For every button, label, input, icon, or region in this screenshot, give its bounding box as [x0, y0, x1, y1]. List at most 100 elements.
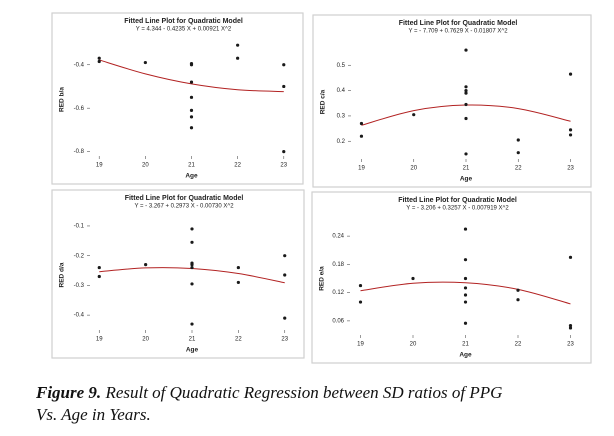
data-point	[283, 316, 287, 320]
y-axis-label: RED b/a	[59, 87, 66, 112]
y-axis-label: RED e/a	[319, 266, 326, 291]
x-tick-label: 19	[96, 163, 103, 169]
x-tick-label: 23	[567, 166, 574, 172]
data-point	[464, 91, 468, 95]
data-point	[463, 293, 468, 297]
panel: Fitted Line Plot for Quadratic Model Y = …	[51, 189, 305, 359]
data-point	[568, 72, 573, 76]
panel-frame	[51, 12, 304, 185]
data-point	[97, 56, 101, 60]
y-tick-label: -0.1	[74, 224, 85, 230]
x-tick-label: 22	[515, 342, 522, 348]
data-point	[283, 273, 287, 277]
data-point	[190, 282, 194, 286]
x-axis-label: Age	[459, 352, 472, 359]
data-point	[97, 265, 101, 270]
data-point	[464, 48, 468, 52]
data-point	[463, 300, 468, 304]
data-point	[189, 126, 194, 130]
data-point	[464, 89, 468, 93]
caption-text: Result of Quadratic Regression between S…	[104, 383, 502, 402]
data-point	[568, 133, 573, 137]
y-tick-label: 0.3	[337, 114, 346, 120]
x-tick-label: 19	[358, 166, 365, 172]
data-point	[464, 152, 468, 156]
caption: Figure 9. Result of Quadratic Regression…	[35, 383, 502, 424]
chart-subtitle: Y = 4.344 - 0.4235 X + 0.00921 X^2	[136, 27, 232, 33]
chart-subtitle: Y = - 3.267 + 0.2973 X - 0.00730 X^2	[134, 204, 234, 210]
x-tick-label: 21	[463, 166, 470, 172]
x-axis-label: Age	[185, 173, 198, 180]
data-point	[190, 265, 194, 270]
y-tick-label: -0.6	[74, 106, 85, 112]
data-point	[463, 321, 468, 325]
fit-curve	[99, 59, 284, 93]
data-point	[97, 274, 101, 279]
data-point	[189, 80, 194, 84]
panel: Fitted Line Plot for Quadratic Model Y = …	[311, 191, 592, 364]
data-point	[568, 326, 573, 330]
x-tick-label: 20	[142, 337, 149, 343]
chart-title: Fitted Line Plot for Quadratic Model	[399, 20, 518, 27]
data-point	[189, 115, 194, 119]
data-point	[358, 283, 363, 288]
data-point	[236, 56, 240, 60]
data-point	[190, 262, 194, 267]
panel: Fitted Line Plot for Quadratic Model Y = …	[51, 12, 304, 185]
data-point	[282, 63, 286, 67]
data-point	[464, 102, 468, 107]
panel-frame	[311, 191, 592, 364]
data-point	[358, 300, 363, 304]
y-axis-label: RED c/a	[320, 89, 327, 114]
chart-subtitle: Y = - 3.206 + 0.3257 X - 0.007919 X^2	[406, 206, 509, 212]
x-tick-label: 23	[281, 337, 288, 343]
x-tick-label: 21	[188, 163, 195, 169]
data-point	[568, 128, 573, 132]
y-tick-label: 0.18	[332, 262, 344, 268]
data-point	[282, 150, 286, 154]
data-point	[189, 108, 194, 112]
x-tick-label: 19	[96, 337, 103, 343]
data-point	[236, 43, 240, 47]
panel-frame	[312, 14, 592, 188]
data-point	[359, 134, 364, 138]
data-point	[463, 286, 468, 290]
x-tick-label: 20	[410, 166, 417, 172]
data-point	[516, 138, 520, 142]
y-tick-label: 0.24	[332, 234, 344, 240]
y-axis-label: RED d/a	[59, 262, 66, 287]
data-point	[236, 280, 240, 285]
chart-title: Fitted Line Plot for Quadratic Model	[398, 197, 517, 204]
y-tick-label: 0.06	[332, 318, 344, 324]
x-tick-label: 22	[515, 166, 522, 172]
x-tick-label: 19	[357, 342, 364, 348]
data-point	[190, 240, 194, 244]
y-tick-label: 0.2	[337, 139, 346, 145]
panel: Fitted Line Plot for Quadratic Model Y = …	[312, 14, 592, 188]
y-tick-label: -0.4	[74, 62, 85, 68]
data-point	[189, 95, 194, 99]
caption-text-cont: Vs. Age in Years.	[36, 405, 151, 424]
x-tick-label: 21	[462, 342, 469, 348]
data-point	[283, 254, 287, 258]
fit-curve	[360, 281, 571, 305]
chart-title: Fitted Line Plot for Quadratic Model	[124, 18, 243, 25]
panel-frame	[51, 189, 305, 359]
chart-title: Fitted Line Plot for Quadratic Model	[125, 195, 244, 202]
x-axis-label: Age	[186, 347, 199, 354]
y-tick-label: 0.5	[337, 63, 346, 69]
data-point	[190, 322, 194, 326]
chart-subtitle: Y = - 7.709 + 0.7629 X - 0.01807 X^2	[408, 29, 508, 35]
data-point	[516, 288, 520, 292]
data-point	[411, 276, 415, 281]
data-point	[516, 151, 520, 155]
data-point	[463, 258, 468, 262]
y-tick-label: -0.8	[74, 149, 85, 155]
x-tick-label: 23	[567, 342, 574, 348]
data-point	[464, 85, 468, 89]
x-tick-label: 22	[235, 337, 242, 343]
data-point	[463, 276, 468, 281]
data-point	[236, 265, 240, 270]
data-point	[412, 113, 416, 117]
